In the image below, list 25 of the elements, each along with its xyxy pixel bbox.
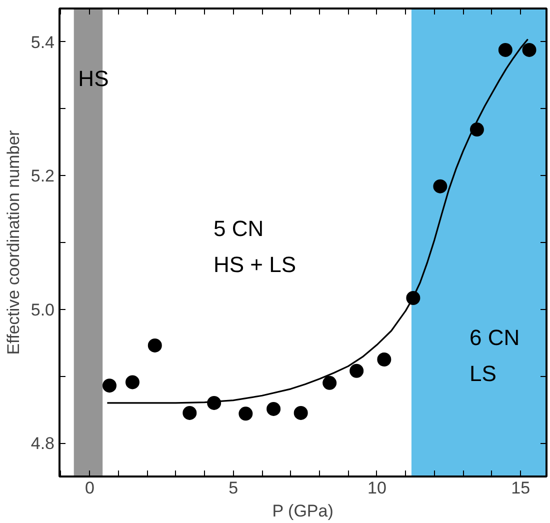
y-tick-label: 5.0 <box>30 300 55 320</box>
y-tick-label: 5.2 <box>30 166 55 186</box>
x-tick-label: 5 <box>228 478 238 498</box>
x-tick-label: 10 <box>368 478 386 498</box>
point <box>182 406 197 420</box>
y-tick-label: 4.8 <box>30 434 55 454</box>
x-axis-title: P (GPa) <box>272 502 334 520</box>
point <box>266 402 281 416</box>
point <box>238 406 253 421</box>
y-axis-title: Effective coordination number <box>4 130 23 355</box>
x-tick-label: 15 <box>511 478 530 498</box>
point <box>125 375 140 390</box>
point <box>148 338 162 352</box>
point <box>350 364 364 378</box>
annotation: 5 CN HS + LS <box>214 216 296 277</box>
point <box>522 42 536 57</box>
point <box>498 42 512 57</box>
point <box>102 378 116 393</box>
annotation: 6 CN LS <box>470 325 520 386</box>
point <box>433 179 448 194</box>
point <box>322 376 337 390</box>
point <box>377 352 392 366</box>
y-tick-label: 5.4 <box>30 32 55 52</box>
x-tick-label: 0 <box>84 478 94 498</box>
point <box>294 406 308 420</box>
